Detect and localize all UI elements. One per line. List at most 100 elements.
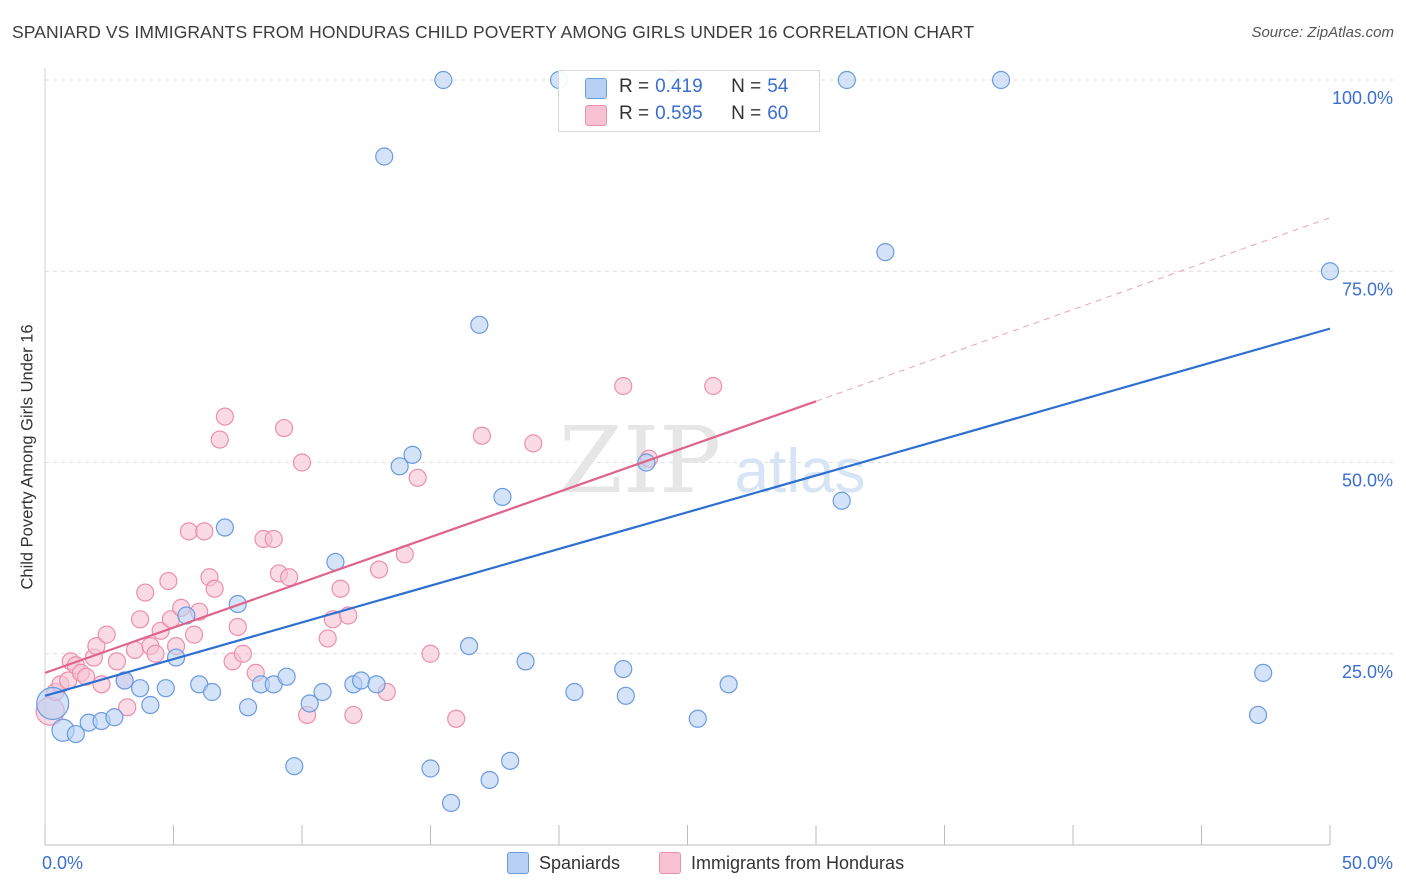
honduras-point <box>614 376 633 396</box>
spaniards-point <box>459 636 479 656</box>
honduras-point <box>136 583 155 602</box>
spaniards-point <box>637 453 656 472</box>
spaniards-point <box>421 759 440 778</box>
legend-swatch-honduras <box>585 105 607 126</box>
y-tick-label: 100.0% <box>1332 88 1393 108</box>
chart-title: SPANIARD VS IMMIGRANTS FROM HONDURAS CHI… <box>12 22 975 42</box>
spaniards-point <box>215 518 234 537</box>
honduras-point <box>447 709 466 728</box>
spaniards-point <box>837 70 856 90</box>
spaniards-point <box>565 682 584 702</box>
legend-item-honduras: Immigrants from Honduras <box>659 852 904 874</box>
honduras-point <box>704 376 723 396</box>
honduras-point <box>179 522 199 541</box>
legend-label: Spaniards <box>539 852 621 873</box>
honduras-point <box>331 579 350 598</box>
r-label: R = <box>619 103 650 124</box>
honduras-point <box>318 629 337 648</box>
spaniards-point <box>313 682 332 702</box>
spaniards-point <box>480 770 499 790</box>
honduras-point <box>280 568 299 587</box>
spaniards-point <box>66 724 85 744</box>
honduras-point <box>228 617 247 637</box>
spaniards-point <box>441 793 461 813</box>
spaniards-point <box>238 698 258 717</box>
honduras-point <box>97 625 116 644</box>
r-value: 0.595 <box>655 103 703 124</box>
n-value: 60 <box>767 103 789 124</box>
spaniards-point <box>156 679 175 698</box>
y-tick-label: 75.0% <box>1342 279 1393 299</box>
spaniards-point <box>375 147 394 166</box>
r-value: 0.419 <box>655 76 703 97</box>
honduras-point <box>130 610 150 629</box>
spaniards-point <box>300 694 319 713</box>
honduras-point <box>146 644 165 663</box>
honduras-point <box>107 652 127 671</box>
honduras-point <box>205 579 224 598</box>
spaniards-point <box>470 315 489 334</box>
honduras-point <box>472 426 491 445</box>
spaniards-point <box>285 757 304 776</box>
legend-swatch-spaniards <box>585 78 607 99</box>
spaniards-point <box>403 445 422 464</box>
spaniards-point <box>202 682 222 702</box>
x-tick-label: 0.0% <box>42 853 83 873</box>
honduras-point <box>184 625 204 644</box>
n-label: N = <box>731 76 762 97</box>
spaniards-point <box>991 70 1011 90</box>
honduras-point <box>524 434 543 453</box>
spaniards-point <box>832 491 851 510</box>
spaniards-trend-line <box>44 327 1331 697</box>
honduras-trend-extension <box>815 217 1331 402</box>
spaniards-point <box>688 709 707 728</box>
honduras-point <box>292 453 312 472</box>
spaniards-point <box>105 708 124 727</box>
honduras-point <box>421 644 440 663</box>
spaniards-point <box>614 659 633 679</box>
spaniards-point <box>390 457 409 476</box>
legend-label: Immigrants from Honduras <box>691 852 905 873</box>
legend-swatch-honduras <box>659 852 681 874</box>
legend-item-spaniards: Spaniards <box>507 852 620 874</box>
n-value: 54 <box>767 76 789 97</box>
honduras-point <box>408 468 427 487</box>
honduras-point <box>233 644 252 663</box>
honduras-point <box>274 418 294 438</box>
honduras-point <box>118 698 137 717</box>
legend-row-honduras: R = 0.595 N = 60 <box>619 101 788 127</box>
spaniards-point <box>1254 663 1273 682</box>
series-legend: Spaniards Immigrants from Honduras <box>0 852 1406 878</box>
spaniards-point <box>277 667 296 686</box>
spaniards-point <box>516 652 535 671</box>
n-label: N = <box>731 103 762 124</box>
spaniards-point <box>719 675 738 694</box>
honduras-point <box>264 529 283 549</box>
spaniards-point <box>1248 705 1268 725</box>
honduras-point <box>215 407 234 426</box>
spaniards-point <box>367 675 386 694</box>
spaniards-point <box>36 686 70 721</box>
legend-row-spaniards: R = 0.419 N = 54 <box>619 74 788 100</box>
spaniards-point <box>493 487 512 507</box>
honduras-point <box>344 705 363 725</box>
spaniards-point <box>876 243 895 262</box>
honduras-point <box>195 522 214 541</box>
correlation-legend: R = 0.419 N = 54 R = 0.595 N = 60 <box>558 70 820 132</box>
spaniards-point <box>1320 262 1340 281</box>
source-label: Source: ZipAtlas.com <box>1251 24 1394 41</box>
x-tick-label: 50.0% <box>1342 853 1393 873</box>
honduras-point <box>370 560 389 579</box>
spaniards-point <box>130 679 150 698</box>
spaniards-point <box>352 671 371 690</box>
spaniards-point <box>616 686 635 705</box>
honduras-point <box>151 621 170 640</box>
honduras-point <box>210 430 229 449</box>
spaniards-point <box>434 70 453 90</box>
y-tick-label: 50.0% <box>1342 471 1393 491</box>
r-label: R = <box>619 76 650 97</box>
honduras-trend-line <box>44 400 817 674</box>
y-tick-label: 25.0% <box>1342 662 1393 682</box>
spaniards-point <box>141 695 160 715</box>
